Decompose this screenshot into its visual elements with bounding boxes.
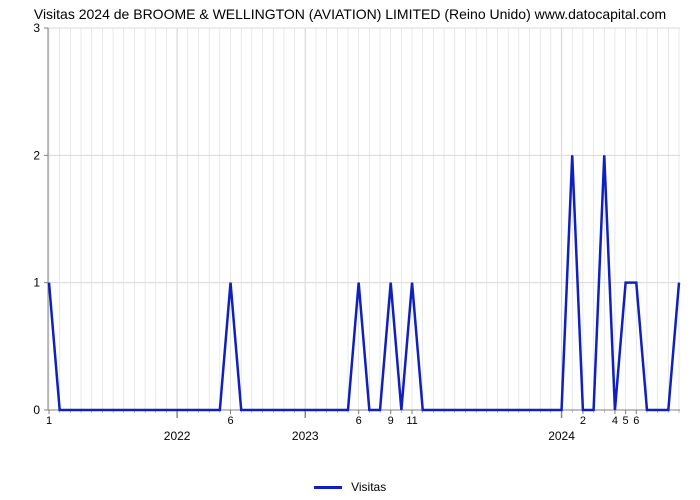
svg-text:6: 6 bbox=[633, 415, 639, 427]
svg-text:5: 5 bbox=[623, 415, 629, 427]
chart-title: Visitas 2024 de BROOME & WELLINGTON (AVI… bbox=[0, 6, 700, 22]
svg-text:9: 9 bbox=[388, 415, 394, 427]
svg-text:11: 11 bbox=[406, 415, 417, 427]
svg-text:2023: 2023 bbox=[292, 429, 319, 443]
svg-text:0: 0 bbox=[33, 403, 40, 417]
svg-text:2024: 2024 bbox=[548, 429, 575, 443]
svg-text:2: 2 bbox=[580, 415, 586, 427]
svg-text:4: 4 bbox=[612, 415, 618, 427]
chart-legend: Visitas bbox=[0, 480, 700, 494]
legend-swatch bbox=[314, 486, 342, 489]
svg-text:3: 3 bbox=[33, 21, 40, 35]
svg-text:6: 6 bbox=[356, 415, 362, 427]
svg-text:2: 2 bbox=[33, 148, 40, 162]
chart-plot-area: 01231669112456202220232024 bbox=[48, 28, 680, 446]
svg-text:2022: 2022 bbox=[164, 429, 191, 443]
svg-text:1: 1 bbox=[46, 415, 52, 427]
chart-svg: 01231669112456202220232024 bbox=[48, 28, 680, 446]
svg-text:6: 6 bbox=[227, 415, 233, 427]
svg-text:1: 1 bbox=[33, 276, 40, 290]
legend-label: Visitas bbox=[351, 480, 386, 494]
